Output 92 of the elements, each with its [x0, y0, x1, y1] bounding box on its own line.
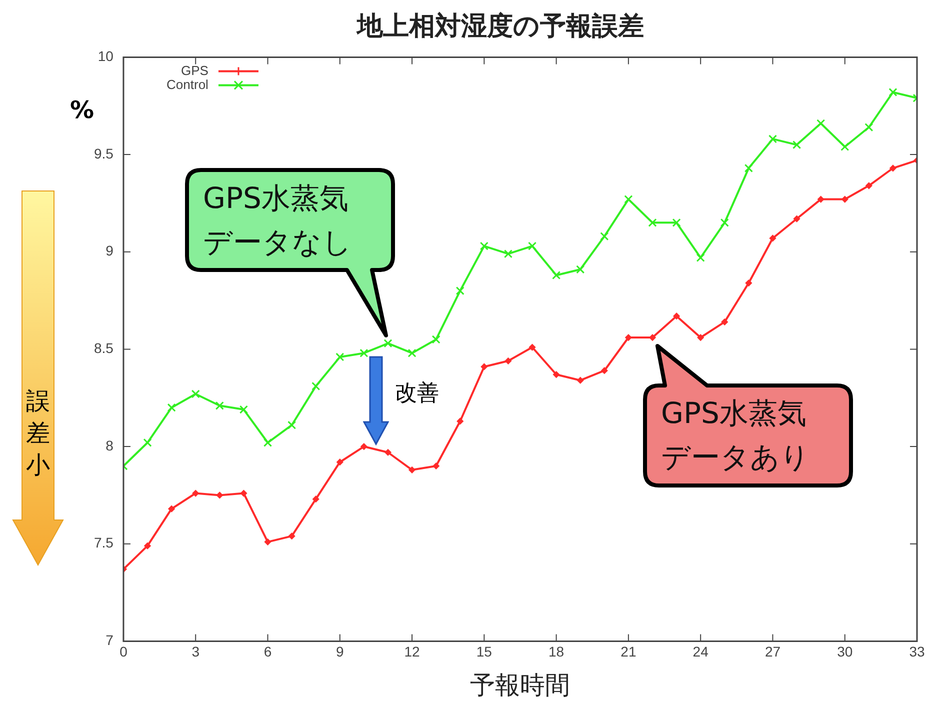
y-tick-label: 7.5 — [94, 534, 114, 551]
x-tick-label: 27 — [764, 643, 781, 660]
point — [504, 250, 512, 258]
x-tick-label: 15 — [476, 643, 492, 660]
point — [264, 538, 271, 546]
point — [239, 405, 248, 414]
point — [576, 265, 585, 274]
legend-label: Control — [166, 76, 209, 92]
point — [769, 234, 776, 242]
x-tick-label: 0 — [120, 643, 128, 660]
point — [384, 339, 392, 348]
point — [840, 142, 850, 152]
point — [360, 443, 368, 450]
point — [600, 232, 609, 241]
point — [890, 164, 896, 172]
y-tick-label: 10 — [98, 48, 114, 64]
point — [504, 358, 512, 364]
annotation: GPS水蒸気データなし — [203, 180, 353, 261]
point — [720, 218, 729, 227]
x-tick-label: 6 — [264, 643, 272, 660]
annotation: 改善 — [394, 380, 439, 408]
point — [866, 182, 872, 189]
point — [336, 458, 344, 466]
point — [288, 532, 296, 540]
point — [408, 466, 416, 474]
point — [648, 218, 657, 227]
point — [167, 403, 176, 412]
point — [528, 242, 537, 250]
point — [768, 134, 778, 144]
point — [552, 270, 561, 280]
x-tick-label: 12 — [404, 643, 420, 660]
point — [240, 490, 247, 497]
point — [168, 506, 175, 512]
point — [480, 363, 488, 370]
point — [529, 344, 536, 351]
point — [191, 390, 200, 398]
x-tick-label: 21 — [620, 643, 636, 660]
point — [745, 280, 752, 286]
point — [721, 318, 728, 326]
chart-title: 地上相対湿度の予報誤差 — [356, 11, 644, 42]
point — [288, 420, 296, 430]
point — [263, 438, 272, 447]
y-tick-label: 9 — [106, 242, 114, 259]
point — [408, 348, 416, 358]
x-tick-label: 30 — [837, 643, 853, 660]
text: 誤差小 — [25, 386, 51, 481]
point — [577, 377, 584, 384]
y-tick-label: 7 — [106, 632, 114, 648]
point — [696, 253, 705, 262]
point — [480, 242, 488, 250]
y-tick-label: 8.5 — [94, 340, 114, 356]
point — [312, 496, 320, 502]
point — [816, 119, 826, 128]
point — [625, 334, 632, 341]
point — [312, 382, 320, 390]
point — [456, 418, 464, 424]
point — [818, 196, 824, 203]
x-tick-label: 3 — [192, 643, 200, 660]
x-tick-label: 33 — [909, 643, 925, 660]
point — [192, 490, 199, 497]
y-tick-label: 8 — [106, 437, 114, 454]
point — [792, 140, 802, 150]
x-tick-label: 9 — [336, 643, 344, 660]
point — [864, 122, 874, 132]
point — [360, 348, 368, 358]
point — [794, 216, 800, 222]
point — [384, 449, 392, 456]
point — [432, 335, 440, 344]
point — [888, 88, 898, 97]
point — [215, 401, 224, 410]
x-axis-title: 予報時間 — [470, 670, 570, 700]
point — [216, 492, 223, 498]
point — [432, 462, 440, 470]
point — [649, 334, 656, 341]
point — [144, 542, 151, 550]
point — [624, 195, 633, 204]
annotation: GPS水蒸気データあり — [661, 395, 811, 476]
y-tick-label: 9.5 — [94, 145, 114, 162]
point — [672, 218, 681, 227]
point — [456, 286, 464, 296]
legend-label: GPS — [180, 62, 209, 78]
point — [744, 164, 753, 172]
point — [697, 334, 704, 341]
point — [673, 312, 680, 320]
x-tick-label: 24 — [692, 643, 709, 660]
point — [143, 438, 152, 447]
x-tick-label: 18 — [548, 643, 564, 660]
point — [842, 196, 848, 203]
point — [601, 367, 608, 374]
point — [553, 371, 560, 378]
point — [336, 352, 344, 362]
y-axis-title: % — [70, 96, 94, 124]
